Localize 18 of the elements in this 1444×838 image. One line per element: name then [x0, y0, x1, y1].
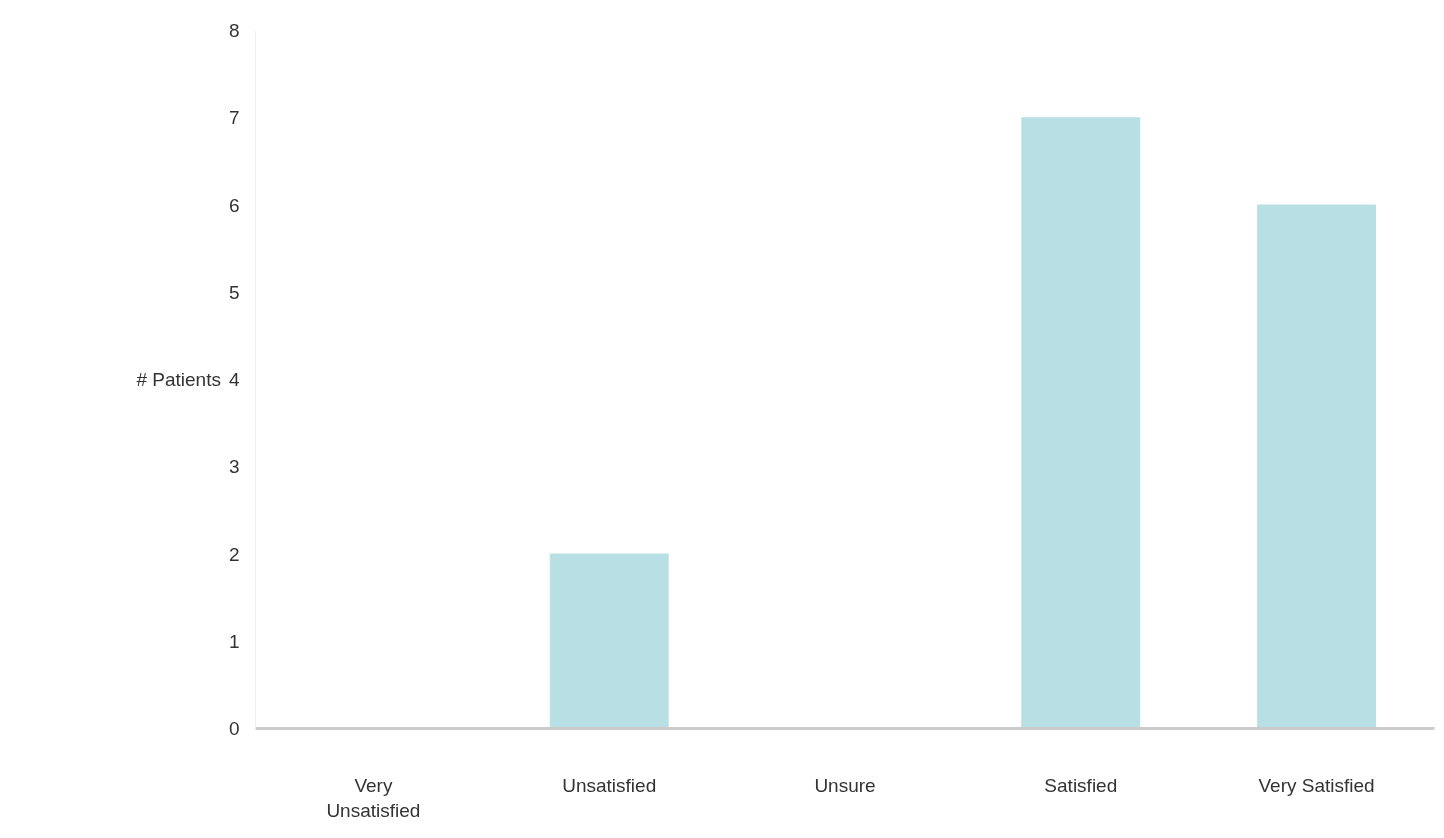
bar — [1021, 117, 1141, 729]
x-tick-label: Very Satisfied — [1258, 774, 1375, 796]
y-tick-label: 6 — [228, 194, 240, 216]
bar — [549, 553, 669, 729]
y-tick-label: 4 — [228, 369, 240, 390]
bar — [1257, 204, 1377, 729]
y-tick-label: 2 — [228, 543, 240, 565]
y-axis-title: # Patients — [136, 369, 221, 390]
y-tick-label: 7 — [228, 107, 240, 129]
y-tick-label: 1 — [228, 630, 240, 652]
x-tick-label: Unsatisfied — [562, 774, 657, 796]
y-tick-label: 8 — [228, 20, 240, 41]
x-tick-label: Unsure — [814, 774, 876, 796]
x-tick-label: Satisfied — [1044, 774, 1118, 796]
y-tick-label: 5 — [228, 281, 240, 303]
y-tick-label: 0 — [228, 718, 240, 739]
x-tick-label: Very Unsatisfied — [326, 774, 421, 821]
y-tick-label: 3 — [228, 456, 240, 478]
